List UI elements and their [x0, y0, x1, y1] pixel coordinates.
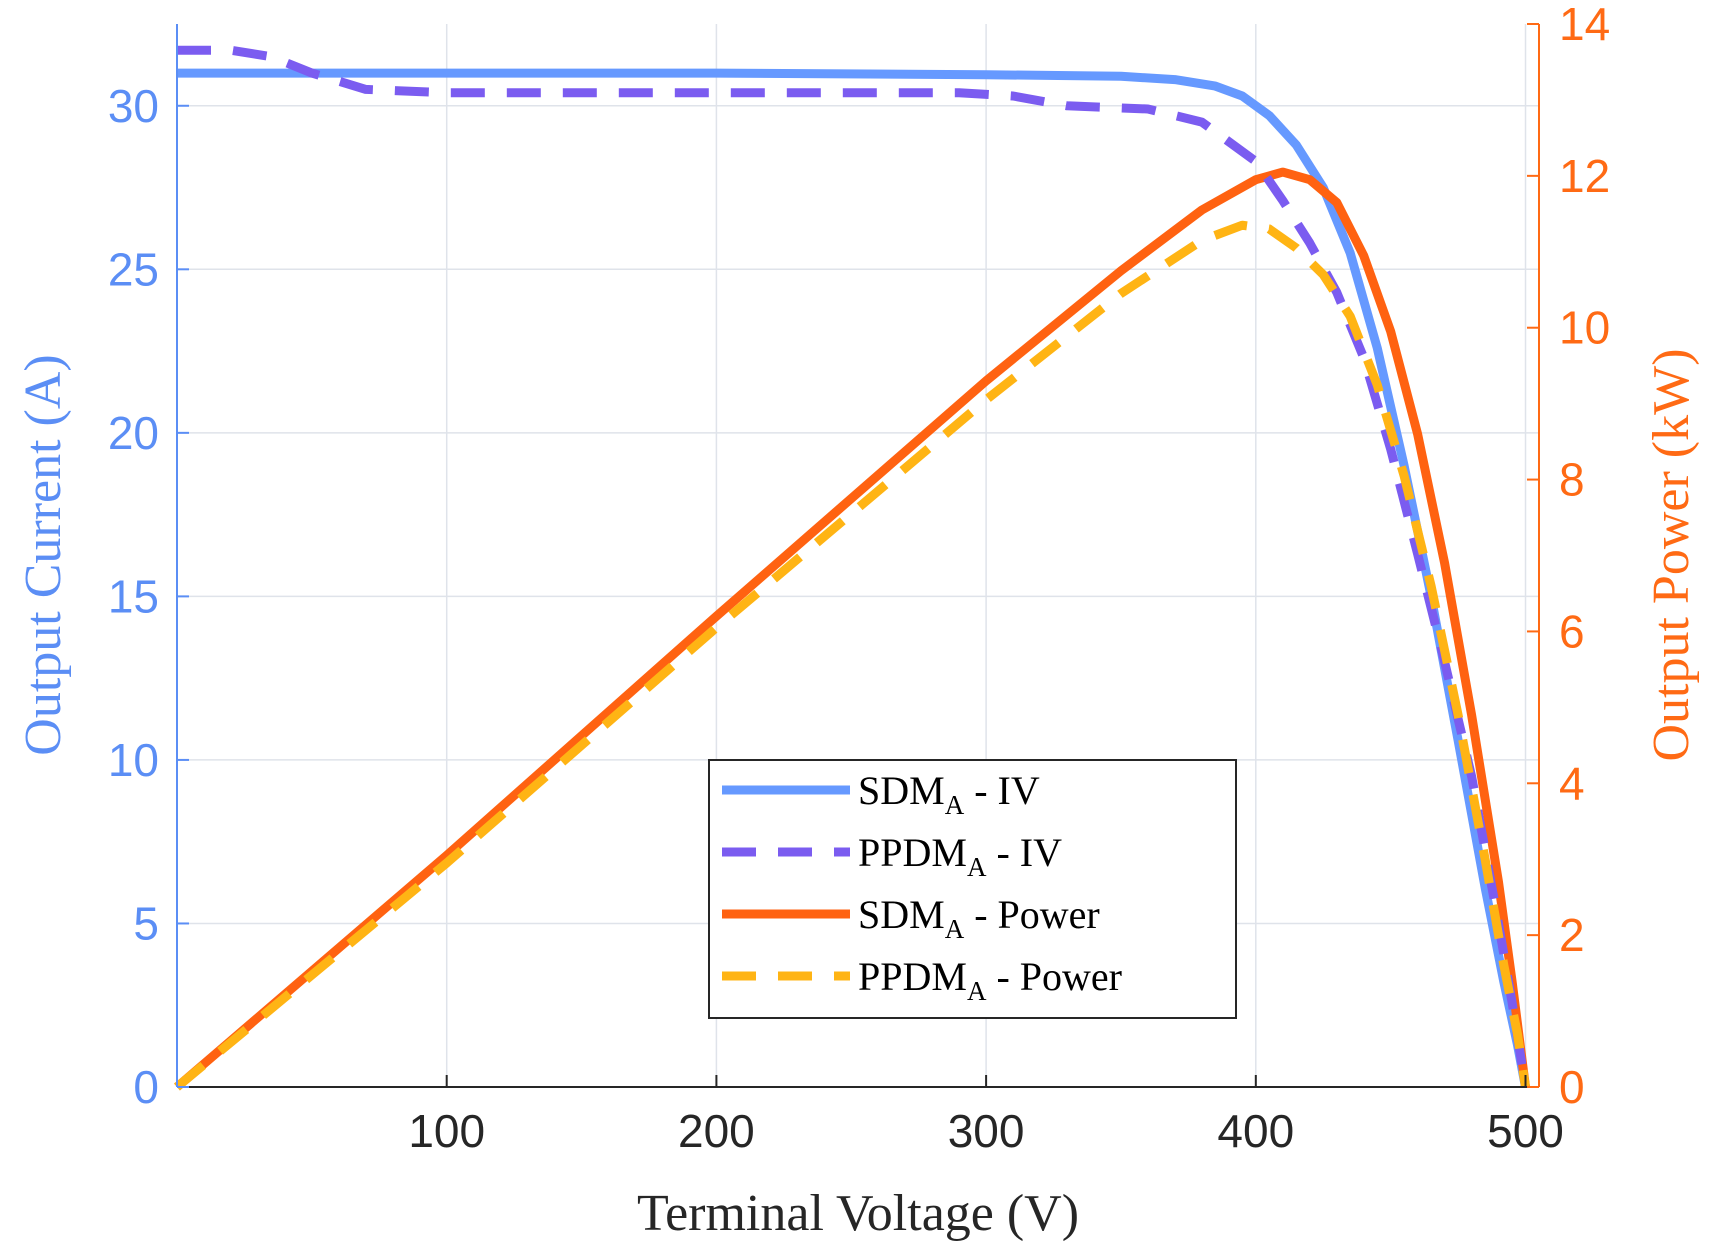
x-tick-label: 100	[408, 1105, 485, 1157]
y-right-tick-label: 2	[1559, 909, 1585, 961]
series-line-ppdm-a-iv	[177, 45, 1530, 1088]
series-group	[174, 45, 1530, 1091]
y-right-tick-label: 12	[1559, 150, 1610, 202]
x-tick-label: 200	[678, 1105, 755, 1157]
y-right-tick-label: 4	[1559, 757, 1585, 809]
y-left-tick-label: 25	[108, 243, 159, 295]
y-left-tick-label: 20	[108, 407, 159, 459]
left-axis-title: Output Current (A)	[15, 354, 72, 755]
x-tick-label: 300	[948, 1105, 1025, 1157]
y-right-tick-label: 0	[1559, 1061, 1585, 1113]
x-tick-label: 500	[1487, 1105, 1564, 1157]
legend-items: SDMA - IV PPDMA - IV SDMA - Power PPDMA - P…	[722, 768, 1122, 1006]
x-tick-label: 400	[1217, 1105, 1294, 1157]
legend-label: PPDMA - IV	[858, 830, 1062, 882]
x-axis-title: Terminal Voltage (V)	[637, 1185, 1079, 1242]
legend-label: SDMA - IV	[858, 768, 1040, 820]
y-left-tick-label: 5	[133, 897, 159, 949]
y-right-tick-label: 6	[1559, 605, 1585, 657]
series-line-sdm-a-power	[174, 167, 1530, 1091]
legend-label: PPDMA - Power	[858, 954, 1122, 1006]
y-right-tick-label: 14	[1559, 0, 1610, 50]
legend-label: SDMA - Power	[858, 892, 1100, 944]
series-line-sdm-a-iv	[177, 68, 1530, 1088]
legend: SDMA - IV PPDMA - IV SDMA - Power PPDMA - P…	[708, 759, 1237, 1019]
y-right-tick-label: 8	[1559, 454, 1585, 506]
y-left-tick-label: 15	[108, 570, 159, 622]
series-line-ppdm-a-power	[174, 220, 1530, 1091]
right-axis-title: Output Power (kW)	[1643, 348, 1700, 761]
y-right-tick-label: 10	[1559, 302, 1610, 354]
y-left-tick-label: 10	[108, 734, 159, 786]
y-left-tick-label: 0	[133, 1061, 159, 1113]
y-left-tick-label: 30	[108, 80, 159, 132]
